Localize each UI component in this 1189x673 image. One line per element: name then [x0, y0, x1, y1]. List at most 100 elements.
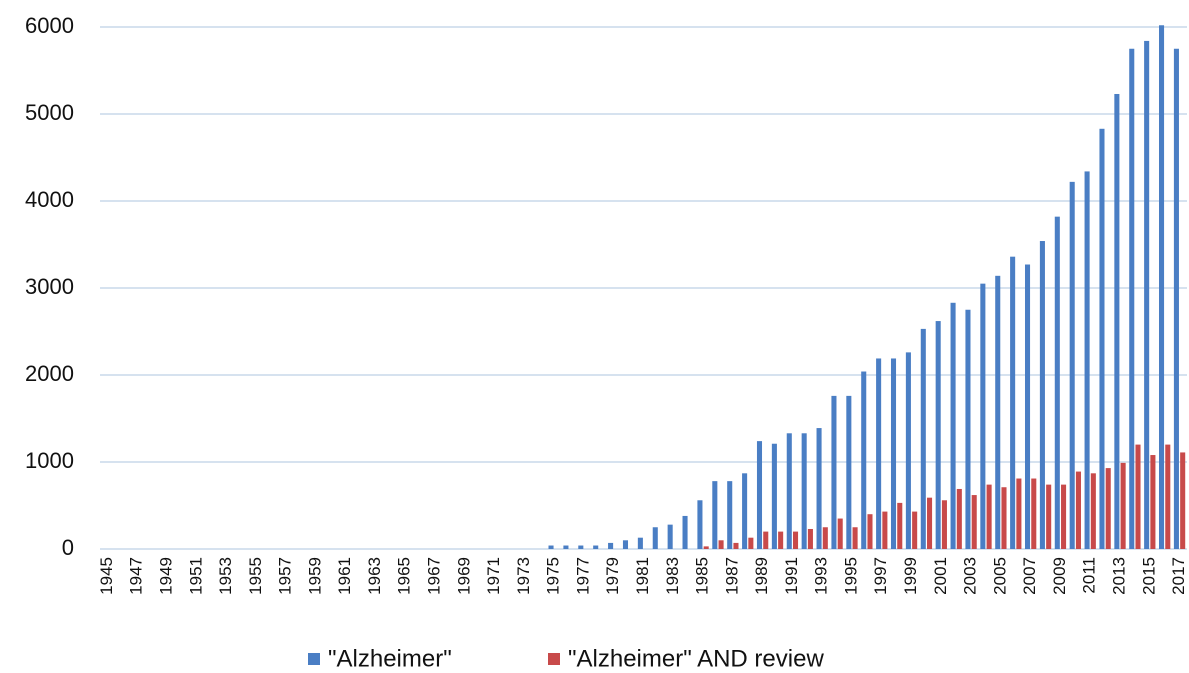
- bar: [1144, 40, 1150, 550]
- x-tick-label: 1977: [573, 557, 592, 595]
- x-tick-label: 1969: [454, 557, 473, 595]
- x-tick-label: 1961: [335, 557, 354, 595]
- bar: [1024, 264, 1031, 549]
- x-tick-label: 2009: [1050, 557, 1069, 595]
- bar: [1173, 48, 1179, 549]
- bar: [563, 545, 569, 549]
- y-tick-label: 4000: [25, 187, 74, 212]
- bar: [912, 511, 918, 549]
- y-tick-label: 5000: [25, 100, 74, 125]
- x-tick-label: 1979: [603, 557, 622, 595]
- x-tick-label: 2017: [1169, 557, 1188, 595]
- bar: [593, 545, 599, 549]
- bar: [905, 352, 911, 549]
- bar: [950, 302, 956, 549]
- y-tick-label: 2000: [25, 361, 74, 386]
- bar: [1039, 241, 1045, 549]
- legend-label: "Alzheimer": [328, 645, 452, 672]
- x-tick-label: 1989: [752, 557, 771, 595]
- bar: [1120, 462, 1126, 549]
- bar: [920, 328, 926, 549]
- x-tick-label: 2003: [961, 557, 980, 595]
- bar: [733, 542, 739, 549]
- x-tick-label: 2015: [1139, 557, 1158, 595]
- bar: [1150, 455, 1156, 549]
- bar: [1054, 216, 1060, 549]
- bar: [927, 497, 933, 549]
- x-tick-label: 1957: [276, 557, 295, 595]
- bar: [748, 537, 754, 549]
- bar: [637, 537, 643, 549]
- bar: [965, 309, 971, 549]
- bar: [956, 488, 962, 549]
- y-tick-label: 6000: [25, 13, 74, 38]
- legend-swatch: [548, 653, 560, 665]
- bar: [897, 502, 903, 549]
- bar: [971, 495, 977, 549]
- x-tick-label: 1965: [395, 557, 414, 595]
- x-tick-label: 1999: [901, 557, 920, 595]
- bar: [778, 531, 784, 549]
- x-tick-label: 1949: [156, 557, 175, 595]
- bar: [1069, 181, 1075, 550]
- x-tick-label: 1967: [425, 557, 444, 595]
- bar: [792, 531, 799, 549]
- bar: [756, 441, 763, 549]
- bar: [1105, 468, 1111, 549]
- bar: [890, 358, 897, 549]
- bar: [703, 546, 709, 549]
- bar: [861, 371, 867, 549]
- bar: [548, 545, 554, 549]
- bar: [986, 484, 992, 549]
- x-tick-label: 1959: [305, 557, 324, 595]
- bar: [882, 511, 888, 549]
- bar: [1180, 452, 1186, 549]
- x-tick-label: 2001: [931, 557, 950, 595]
- bar: [846, 395, 852, 549]
- bar: [1090, 473, 1096, 549]
- bar: [718, 540, 724, 549]
- x-tick-label: 1971: [484, 557, 503, 595]
- y-tick-label: 0: [62, 535, 74, 560]
- bar: [652, 527, 658, 549]
- x-tick-label: 2007: [1020, 557, 1039, 595]
- bar: [935, 321, 941, 549]
- bar: [712, 481, 718, 549]
- x-tick-label: 1955: [246, 557, 265, 595]
- bar: [1114, 93, 1120, 550]
- x-tick-label: 1991: [782, 557, 801, 595]
- bar: [816, 428, 822, 549]
- bar: [941, 500, 947, 549]
- bar: [622, 540, 629, 549]
- bar: [1046, 484, 1052, 549]
- bar: [727, 481, 733, 549]
- bar: [831, 395, 837, 549]
- x-tick-label: 1945: [97, 557, 116, 595]
- bar: [1061, 484, 1067, 549]
- bar: [1165, 444, 1171, 549]
- x-tick-label: 1947: [127, 557, 146, 595]
- y-tick-label: 3000: [25, 274, 74, 299]
- bar: [771, 443, 777, 549]
- x-tick-label: 1953: [216, 557, 235, 595]
- x-tick-label: 1983: [663, 557, 682, 595]
- bar: [876, 358, 882, 549]
- x-tick-label: 2011: [1080, 557, 1099, 594]
- bar: [682, 515, 688, 549]
- bar: [1159, 25, 1165, 549]
- bar: [1031, 478, 1037, 549]
- bar: [1010, 256, 1016, 549]
- bar: [1099, 128, 1105, 550]
- x-tick-label: 2013: [1109, 557, 1128, 595]
- bar: [837, 518, 843, 549]
- x-tick-label: 1981: [633, 557, 652, 595]
- bar: [1075, 471, 1081, 549]
- bar: [822, 527, 828, 549]
- bar: [667, 524, 673, 549]
- bar: [608, 542, 614, 549]
- x-tick-label: 1985: [693, 557, 712, 595]
- bar: [1135, 444, 1141, 549]
- bar: [742, 473, 748, 549]
